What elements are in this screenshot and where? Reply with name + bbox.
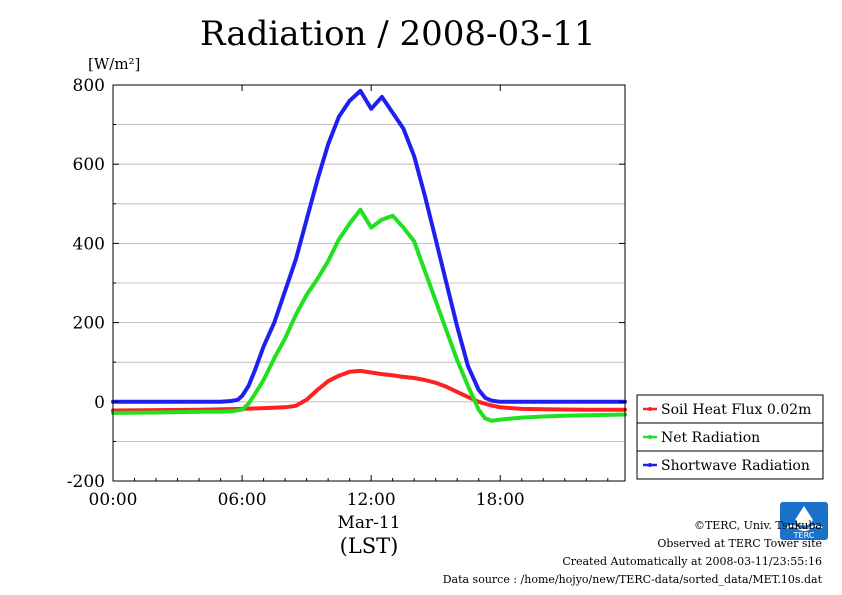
- y-tick-label: 0: [94, 393, 105, 413]
- y-tick-label: 800: [73, 76, 105, 96]
- grid-lines: [113, 84, 625, 482]
- terc-logo: TERC: [780, 502, 828, 540]
- legend-marker: [648, 435, 652, 439]
- x-axis-label: (LST): [340, 534, 399, 558]
- x-ticks: 00:00 06:00 12:00 18:00: [89, 85, 609, 510]
- y-tick-label: 600: [73, 155, 105, 175]
- legend-entry-box: [636, 422, 824, 452]
- x-date-label: Mar-11: [337, 513, 400, 533]
- series-line-2: [111, 88, 627, 404]
- x-tick-label: 12:00: [347, 490, 396, 510]
- legend-label: Soil Heat Flux 0.02m: [661, 402, 811, 418]
- footer-observed: Observed at TERC Tower site: [657, 537, 822, 550]
- x-tick-label: 18:00: [476, 490, 525, 510]
- legend: Soil Heat Flux 0.02m Net Radiation Shortwa…: [636, 394, 824, 480]
- series-line-0: [111, 368, 627, 413]
- y-tick-label: -200: [67, 472, 105, 492]
- series-group: [111, 88, 627, 423]
- legend-marker: [648, 407, 652, 411]
- series-line-1: [111, 207, 627, 423]
- y-ticks: -200 0 200 400 600 800: [67, 76, 625, 492]
- chart-title: Radiation / 2008-03-11: [200, 14, 596, 54]
- footer-source: Data source : /home/hojyo/new/TERC-data/…: [442, 573, 822, 586]
- x-tick-label: 06:00: [218, 490, 267, 510]
- y-axis-label: [W/m²]: [88, 55, 140, 73]
- legend-label: Net Radiation: [661, 430, 760, 446]
- y-tick-label: 400: [73, 234, 105, 254]
- logo-text: TERC: [793, 531, 815, 540]
- legend-label: Shortwave Radiation: [661, 458, 810, 474]
- x-tick-label: 00:00: [89, 490, 138, 510]
- footer-copyright: ©TERC, Univ. Tsukuba: [693, 519, 822, 532]
- legend-marker: [648, 463, 652, 467]
- footer-created: Created Automatically at 2008-03-11/23:5…: [562, 555, 822, 568]
- legend-entry-box: [636, 394, 824, 424]
- legend-entry-box: [636, 450, 824, 480]
- y-tick-label: 200: [73, 314, 105, 334]
